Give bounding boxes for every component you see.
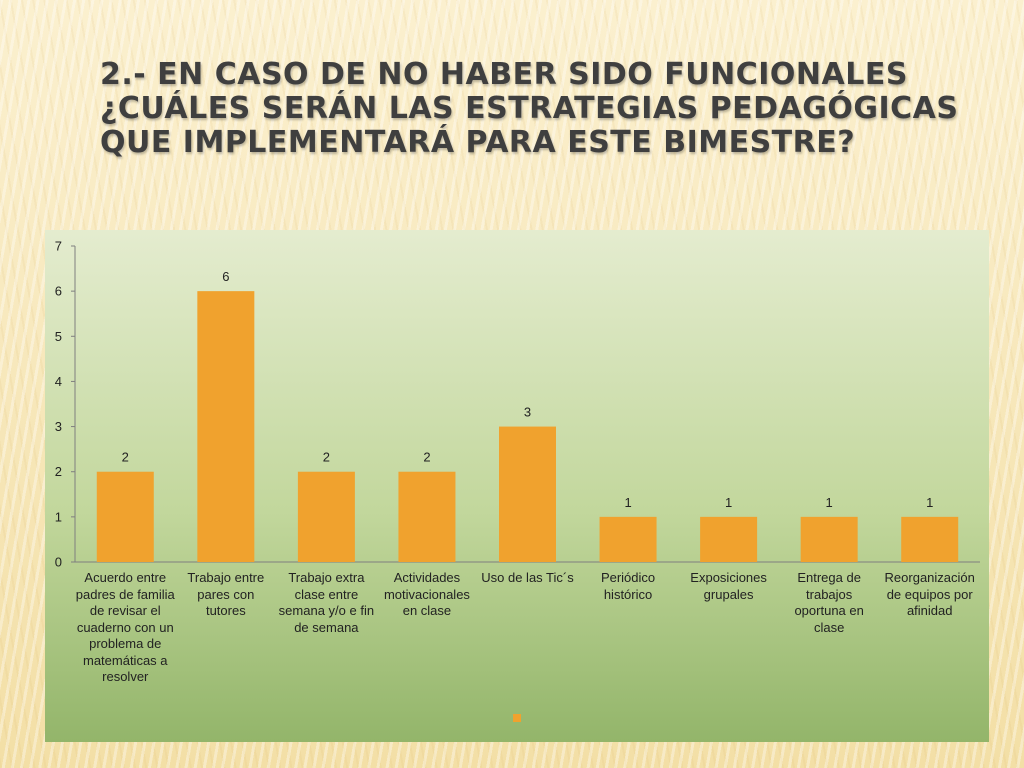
bar [197, 291, 255, 562]
category-label: Uso de las Tic´s [481, 570, 574, 585]
category-label: Entrega de trabajos oportuna en clase [794, 570, 864, 635]
y-tick-label: 1 [55, 509, 62, 524]
bar-value-label: 1 [926, 495, 933, 510]
bar [398, 471, 456, 562]
y-tick-label: 5 [55, 329, 62, 344]
bar [499, 426, 556, 562]
category-label: Exposiciones grupales [690, 570, 767, 602]
bar-value-label: 2 [122, 450, 129, 465]
y-tick-label: 4 [55, 374, 62, 389]
category-label: Periódico histórico [600, 570, 656, 602]
bar-chart: 0 1 2 3 4 5 6 7 2 6 2 2 3 1 1 1 1 [55, 239, 980, 570]
bar-value-label: 2 [423, 450, 430, 465]
legend-marker [513, 714, 521, 722]
bar [297, 471, 355, 562]
bar-value-label: 6 [222, 269, 229, 284]
bar [700, 516, 758, 562]
bar-value-label: 1 [624, 495, 631, 510]
bar [599, 516, 657, 562]
bar [96, 471, 154, 562]
category-label: Actividades motivacionales en clase [383, 570, 470, 618]
y-tick-label: 2 [55, 464, 62, 479]
bar [800, 516, 858, 562]
bar-value-label: 1 [725, 495, 732, 510]
category-label: Reorganización de equipos por afinidad [884, 570, 975, 618]
y-tick-label: 7 [55, 239, 62, 254]
y-tick-label: 0 [55, 555, 62, 570]
category-label: Trabajo entre pares con tutores [187, 570, 265, 618]
y-tick-label: 6 [55, 284, 62, 299]
y-tick-label: 3 [55, 419, 62, 434]
bar [901, 516, 959, 562]
chart-area: 0 1 2 3 4 5 6 7 2 6 2 2 3 1 1 1 1 Acuerdo entre padres d… [45, 230, 989, 742]
bar-value-label: 2 [323, 450, 330, 465]
category-label: Acuerdo entre padres de familia de revis… [75, 570, 175, 684]
bar-value-label: 1 [826, 495, 833, 510]
category-label: Trabajo extra clase entre semana y/o e f… [278, 570, 375, 635]
slide-title: 2.- En caso de no haber sido funcionales… [100, 57, 959, 160]
bar-value-label: 3 [524, 405, 531, 420]
